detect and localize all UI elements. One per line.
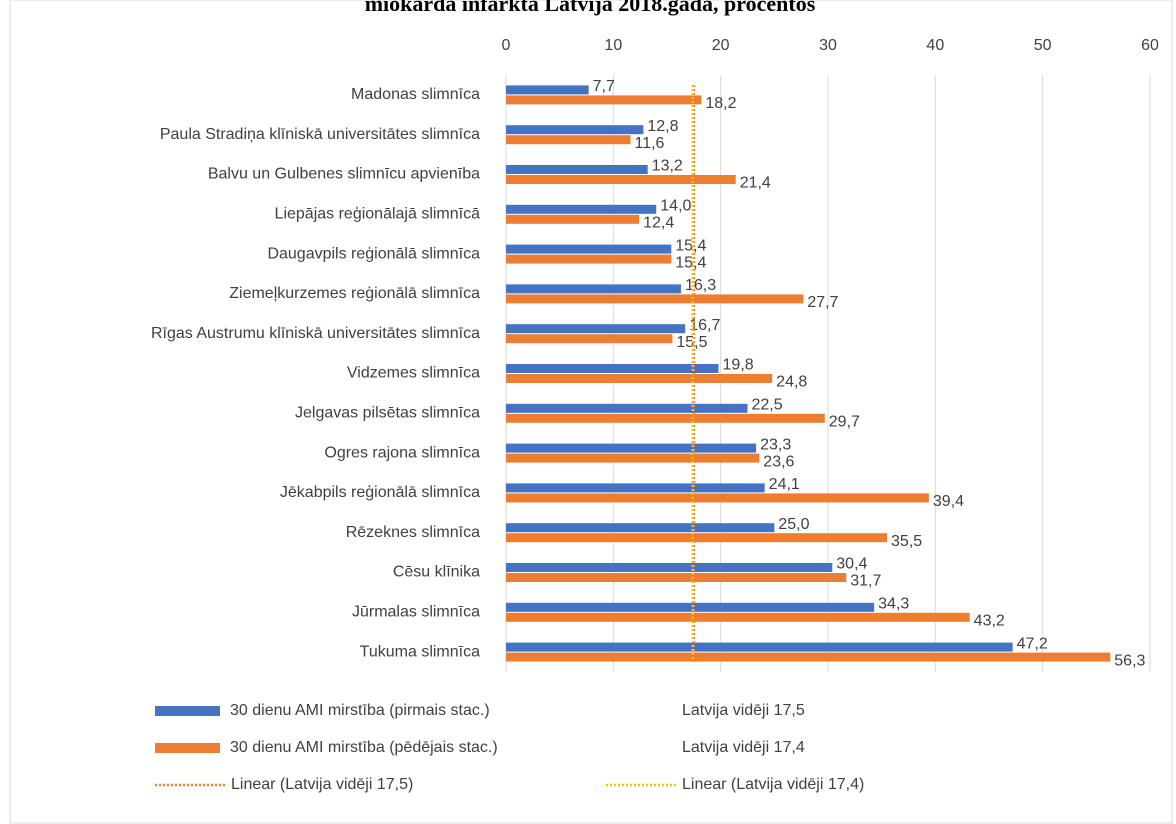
data-label: 19,8 [723, 357, 754, 374]
bar [506, 403, 748, 413]
x-tick-label: 10 [604, 37, 622, 54]
bar [506, 453, 760, 463]
y-tick-label: Rēzeknes slimnīca [346, 524, 480, 541]
bar [506, 364, 719, 373]
bar [506, 125, 644, 135]
legend-swatch [155, 706, 220, 716]
y-tick-label: Balvu un Gulbenes slimnīcu apvienība [208, 166, 480, 183]
data-label: 35,5 [891, 533, 922, 550]
bar [506, 443, 757, 453]
y-tick-label: Jelgavas pilsētas slimnīca [295, 405, 480, 422]
y-tick-label: Vidzemes slimnīca [347, 365, 480, 382]
y-tick-label: Jēkabpils reģionālā slimnīca [280, 483, 480, 501]
bar [506, 334, 673, 344]
bar [506, 523, 775, 533]
bar [506, 652, 1111, 662]
legend-label: Linear (Latvija vidēji 17,4) [682, 776, 864, 793]
y-tick-label: Cēsu klīnika [393, 564, 480, 581]
y-tick-label: Liepājas reģionālajā slimnīcā [275, 205, 481, 223]
data-label: 16,7 [689, 317, 720, 334]
bar [506, 493, 929, 503]
data-label: 14,0 [660, 198, 691, 215]
data-label: 25,0 [778, 516, 809, 533]
data-label: 22,5 [752, 397, 783, 414]
data-label: 31,7 [850, 573, 881, 590]
data-label: 29,7 [829, 414, 860, 431]
bar [506, 602, 875, 612]
bar [506, 294, 804, 304]
legend-label: Latvija vidēji 17,4 [682, 739, 805, 756]
x-tick-label: 40 [926, 37, 944, 54]
bar [506, 135, 631, 145]
bar [506, 165, 648, 174]
legend-label: 30 dienu AMI mirstība (pēdējais stac.) [230, 739, 498, 756]
data-label: 12,8 [647, 118, 678, 135]
legend-label: Latvija vidēji 17,5 [682, 702, 805, 719]
data-label: 11,6 [635, 135, 665, 152]
bar [506, 204, 657, 214]
x-tick-label: 0 [502, 37, 511, 54]
bar [506, 483, 765, 493]
data-label: 47,2 [1017, 635, 1048, 652]
bar [506, 413, 825, 423]
chart-title: miokarda infarkta Latvijā 2018.gadā, pro… [365, 0, 816, 16]
data-label: 43,2 [974, 613, 1005, 630]
data-label: 23,3 [760, 436, 791, 453]
y-tick-label: Paula Stradiņa klīniskā universitātes sl… [160, 126, 480, 143]
data-label: 30,4 [836, 556, 867, 573]
data-label: 12,4 [643, 215, 674, 232]
data-label: 16,3 [685, 277, 716, 294]
x-tick-label: 20 [712, 37, 730, 54]
bar [506, 244, 672, 254]
bar [506, 324, 686, 334]
y-tick-label: Tukuma slimnīca [360, 643, 480, 660]
data-label: 23,6 [763, 453, 794, 470]
y-tick-label: Madonas slimnīca [351, 86, 480, 103]
y-tick-label: Daugavpils reģionālā slimnīca [267, 244, 480, 262]
y-tick-label: Rīgas Austrumu klīniskā universitātes sl… [151, 325, 480, 342]
bar [506, 214, 640, 224]
data-label: 18,2 [705, 95, 736, 112]
data-label: 39,4 [933, 493, 964, 510]
data-label: 27,7 [807, 294, 838, 311]
x-tick-label: 60 [1141, 37, 1159, 54]
data-label: 34,3 [878, 596, 909, 613]
data-label: 24,8 [776, 374, 807, 391]
bar [506, 573, 847, 582]
bar [506, 374, 773, 383]
bar [506, 254, 672, 264]
data-label: 13,2 [652, 158, 683, 175]
data-label: 56,3 [1114, 652, 1145, 669]
bar [506, 533, 888, 543]
x-tick-label: 50 [1034, 37, 1052, 54]
y-tick-label: Ogres rajona slimnīca [324, 444, 480, 461]
y-tick-label: Jūrmalas slimnīca [352, 604, 480, 621]
bar [506, 642, 1013, 652]
bar [506, 85, 589, 95]
bar [506, 175, 736, 184]
data-label: 15,4 [675, 237, 706, 254]
bar [506, 563, 833, 572]
data-label: 21,4 [740, 175, 771, 192]
legend-swatch [155, 743, 220, 753]
bar [506, 284, 681, 294]
legend-label: 30 dienu AMI mirstība (pirmais stac.) [230, 702, 490, 719]
x-tick-label: 30 [819, 37, 837, 54]
legend-label: Linear (Latvija vidēji 17,5) [231, 776, 413, 793]
data-label: 15,4 [675, 254, 706, 271]
bar [506, 95, 702, 105]
y-tick-label: Ziemeļkurzemes reģionālā slimnīca [229, 284, 480, 302]
data-label: 24,1 [769, 476, 800, 493]
data-label: 7,7 [593, 78, 615, 95]
bar [506, 612, 970, 622]
